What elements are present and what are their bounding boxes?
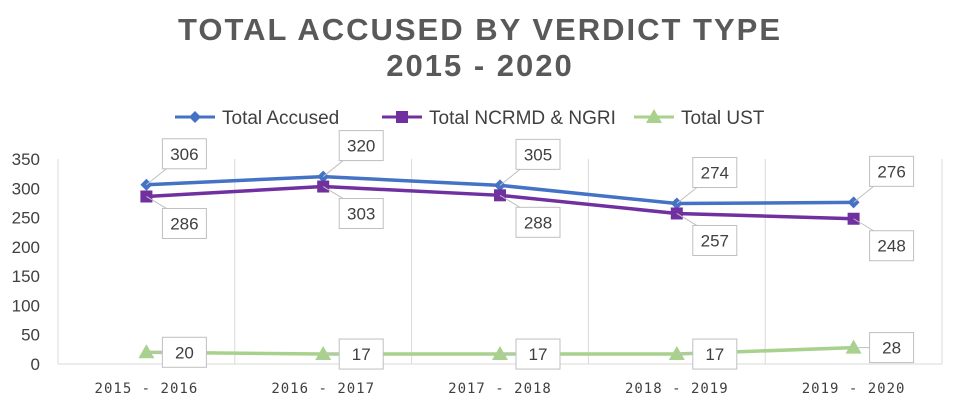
data-label-box <box>515 206 561 238</box>
data-label: 320 <box>347 137 375 156</box>
y-tick-label: 350 <box>12 150 40 169</box>
y-tick-label: 250 <box>12 209 40 228</box>
chart-title-line-2: 2015 - 2020 <box>386 48 574 83</box>
data-label-box <box>161 336 207 368</box>
data-label: 288 <box>524 213 552 232</box>
y-tick-label: 0 <box>31 355 40 374</box>
data-label-box <box>338 130 384 162</box>
data-label-box <box>515 338 561 370</box>
data-label: 28 <box>882 339 901 358</box>
data-label-leader <box>146 168 167 186</box>
data-point-triangle <box>668 346 685 361</box>
legend-label: Total UST <box>681 108 765 129</box>
data-label-leader <box>676 187 698 204</box>
data-label: 257 <box>701 231 729 250</box>
data-point-triangle <box>138 344 155 359</box>
x-tick-label: 2016 - 2017 <box>271 381 375 397</box>
data-label-leader <box>322 160 344 177</box>
y-tick-label: 200 <box>12 238 40 257</box>
data-label: 305 <box>524 145 552 164</box>
chart-title: TOTAL ACCUSED BY VERDICT TYPE 2015 - 202… <box>0 12 960 84</box>
data-label-leader <box>853 218 874 232</box>
y-tick-label: 150 <box>12 267 40 286</box>
data-point-triangle <box>646 109 662 123</box>
data-label-leader <box>322 186 344 199</box>
data-label: 248 <box>877 237 905 256</box>
data-label: 276 <box>877 162 905 181</box>
data-label-box <box>692 224 738 256</box>
data-label: 20 <box>175 343 194 362</box>
data-label: 274 <box>701 164 729 183</box>
data-label-box <box>515 138 561 170</box>
data-label: 17 <box>529 345 548 364</box>
data-label-box <box>869 230 915 262</box>
legend-label: Total NCRMD & NGRI <box>429 108 616 129</box>
data-label-leader <box>499 168 521 186</box>
data-label-box <box>692 338 738 370</box>
data-label-leader <box>146 196 167 209</box>
data-label: 17 <box>705 345 724 364</box>
data-label: 17 <box>352 345 371 364</box>
y-tick-label: 50 <box>21 326 40 345</box>
x-tick-label: 2015 - 2016 <box>95 381 199 397</box>
data-label-box <box>869 155 915 187</box>
data-label-box <box>161 138 207 170</box>
data-label-box <box>338 198 384 230</box>
data-label-leader <box>499 194 521 208</box>
data-label: 306 <box>170 145 198 164</box>
data-point-square <box>396 111 408 123</box>
data-label: 286 <box>170 214 198 233</box>
data-label: 303 <box>347 205 375 224</box>
data-label-box <box>692 157 738 189</box>
chart-title-line-1: TOTAL ACCUSED BY VERDICT TYPE <box>177 12 782 47</box>
data-point-triangle <box>492 346 508 361</box>
data-point-triangle <box>845 339 862 354</box>
x-tick-label: 2018 - 2019 <box>625 381 729 397</box>
data-point-diamond <box>189 111 201 123</box>
legend-label: Total Accused <box>222 108 339 129</box>
data-label-leader <box>853 185 874 203</box>
data-label-box <box>869 332 915 364</box>
y-tick-label: 100 <box>12 296 40 315</box>
y-tick-label: 300 <box>12 179 40 198</box>
x-tick-label: 2017 - 2018 <box>448 381 552 397</box>
data-label-box <box>161 207 207 239</box>
data-point-triangle <box>315 346 332 361</box>
data-label-box <box>338 338 384 370</box>
data-label-leader <box>676 213 698 226</box>
x-tick-label: 2019 - 2020 <box>802 381 906 397</box>
